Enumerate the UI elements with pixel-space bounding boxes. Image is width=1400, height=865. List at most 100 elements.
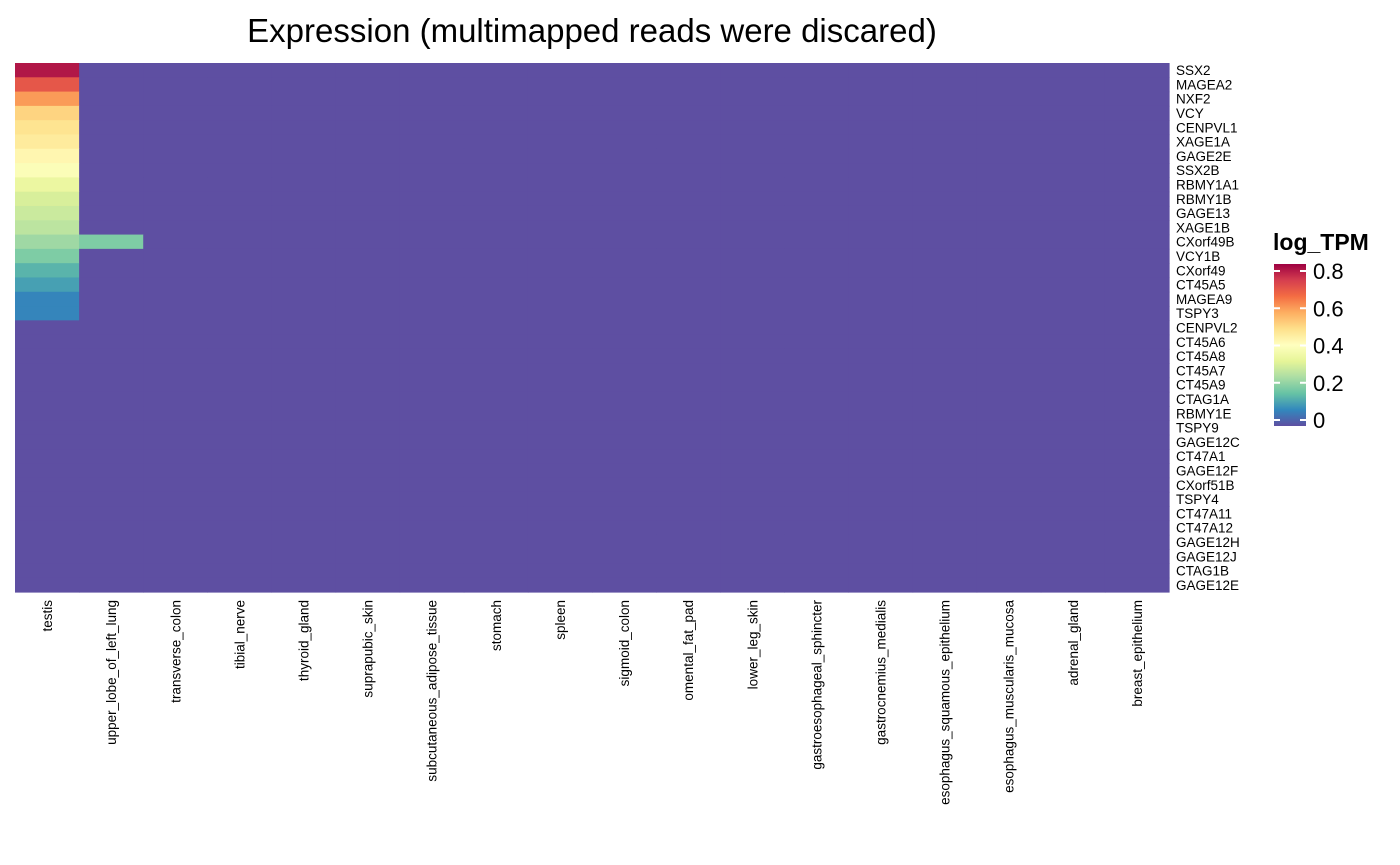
heatmap-cell (207, 391, 273, 407)
heatmap-cell (1104, 177, 1170, 193)
heatmap-cell (656, 248, 721, 264)
heatmap-cell (592, 191, 657, 207)
heatmap-cell (592, 534, 657, 550)
heatmap-cell (79, 263, 144, 279)
column-label: tibial_nerve (232, 600, 247, 669)
row-label: CENPVL1 (1176, 120, 1238, 135)
heatmap-cell (848, 549, 914, 565)
heatmap-cell (848, 306, 914, 321)
heatmap-cell (399, 148, 465, 164)
heatmap-cell (271, 334, 337, 350)
heatmap-cell (976, 520, 1042, 536)
heatmap-cell (79, 120, 144, 136)
heatmap-cell (912, 77, 978, 93)
heatmap-cell (720, 534, 785, 550)
heatmap-cell (399, 449, 465, 464)
heatmap-cell (399, 291, 465, 307)
heatmap-cell (399, 506, 465, 522)
heatmap-cell (784, 377, 850, 393)
heatmap-cell (912, 105, 978, 121)
heatmap-cell (527, 420, 593, 436)
heatmap-cell (1040, 577, 1106, 593)
heatmap-cell (271, 320, 337, 336)
heatmap-cell (1040, 463, 1106, 479)
heatmap-cell (976, 334, 1042, 350)
heatmap-cell (848, 377, 914, 393)
heatmap-cell (976, 63, 1042, 78)
heatmap-cell (1104, 477, 1170, 493)
heatmap-cell (207, 477, 273, 493)
heatmap-cell (592, 234, 657, 250)
heatmap-cell (720, 77, 785, 93)
heatmap-cell (143, 534, 208, 550)
heatmap-cell (463, 406, 529, 422)
heatmap-cell (912, 391, 978, 407)
heatmap-cell (271, 563, 337, 579)
heatmap-cell (976, 91, 1042, 107)
heatmap-cell (207, 234, 273, 250)
heatmap-cell (527, 320, 593, 336)
heatmap-cell (1104, 277, 1170, 293)
heatmap-cell (912, 134, 978, 150)
heatmap-cell (143, 177, 208, 193)
row-label: CT45A7 (1176, 363, 1226, 378)
heatmap-cell (784, 263, 850, 279)
heatmap-cell (399, 463, 465, 479)
row-labels: SSX2MAGEA2NXF2VCYCENPVL1XAGE1AGAGE2ESSX2… (1176, 63, 1240, 593)
row-label: CT45A8 (1176, 349, 1226, 364)
heatmap-cell (1104, 363, 1170, 379)
heatmap-cell (976, 491, 1042, 507)
heatmap-cell (527, 91, 593, 107)
heatmap-cell (784, 120, 850, 136)
heatmap-cell (335, 420, 401, 436)
heatmap-cell (976, 477, 1042, 493)
heatmap-cell (527, 263, 593, 279)
heatmap-cell (656, 91, 721, 107)
heatmap-cell (207, 520, 273, 536)
heatmap-cell (271, 377, 337, 393)
heatmap-cell (1040, 520, 1106, 536)
heatmap-cell (784, 220, 850, 236)
heatmap-cell (848, 320, 914, 336)
heatmap-cell (912, 377, 978, 393)
heatmap-cell (335, 563, 401, 579)
heatmap-cell (976, 534, 1042, 550)
heatmap-cell (656, 205, 721, 221)
heatmap-cell (1040, 420, 1106, 436)
heatmap-cell (784, 420, 850, 436)
heatmap-cell (1040, 549, 1106, 565)
heatmap-cell (335, 520, 401, 536)
heatmap-cell (656, 63, 721, 78)
heatmap-cell (143, 477, 208, 493)
heatmap-cell (912, 334, 978, 350)
heatmap-cell (1104, 120, 1170, 136)
heatmap-cell (976, 420, 1042, 436)
heatmap-cell (912, 563, 978, 579)
heatmap-cell (527, 563, 593, 579)
heatmap-cell (399, 334, 465, 350)
heatmap-cell (848, 520, 914, 536)
heatmap-cell (335, 205, 401, 221)
column-label: subcutaneous_adipose_tissue (425, 600, 440, 782)
heatmap-cell (79, 63, 144, 78)
heatmap-cell (592, 549, 657, 565)
row-label: CXorf51B (1176, 478, 1235, 493)
heatmap-cell (1104, 534, 1170, 550)
heatmap-cell (399, 263, 465, 279)
heatmap-cell (592, 420, 657, 436)
heatmap-cell (976, 177, 1042, 193)
heatmap-cell (399, 577, 465, 593)
heatmap-cell (399, 163, 465, 178)
heatmap-cell (399, 434, 465, 450)
heatmap-cell (463, 177, 529, 193)
row-label: CT47A1 (1176, 449, 1226, 464)
heatmap-cell (1040, 434, 1106, 450)
heatmap-cell (335, 191, 401, 207)
heatmap-cell (720, 334, 785, 350)
heatmap-cell (976, 277, 1042, 293)
row-label: GAGE12H (1176, 535, 1240, 550)
heatmap-cell (1104, 320, 1170, 336)
column-label: breast_epithelium (1130, 600, 1145, 707)
heatmap-cell (271, 406, 337, 422)
heatmap-cell (79, 234, 144, 250)
